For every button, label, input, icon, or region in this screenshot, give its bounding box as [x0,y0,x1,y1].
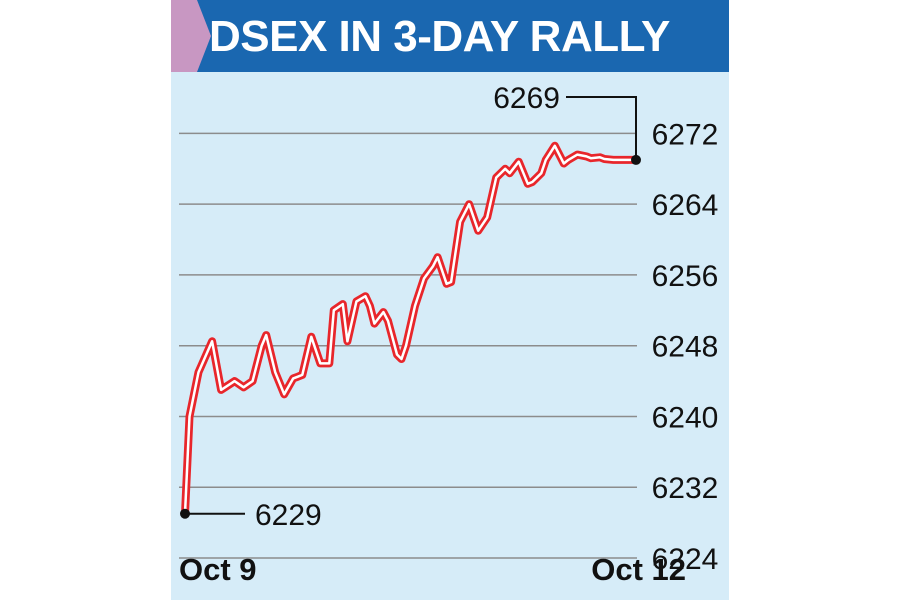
y-axis-ticks: 6272 6264 6256 6248 6240 6232 6224 [652,118,719,576]
callout-line-end [566,96,637,160]
series-layer [181,141,640,518]
y-tick-label-6224: 6224 [652,543,719,576]
gridlines [179,132,637,559]
y-tick-label-6272: 6272 [652,118,719,151]
tab-marker [171,0,197,72]
callout-label-start: 6229 [255,499,322,532]
start-point-marker [180,508,190,519]
x-label-start: Oct 9 [179,552,257,587]
callout-label-end: 6269 [493,82,560,115]
end-point-marker [631,154,641,165]
y-tick-label-6240: 6240 [652,401,719,434]
chart-title: DSEX IN 3-DAY RALLY [209,12,670,61]
chart-card: DSEX IN 3-DAY RALLY 6272 6264 6256 6248 6240… [171,0,729,600]
tab-arrow-icon [197,0,211,72]
line-chart: 6272 6264 6256 6248 6240 6232 6224 6229 6269 Oc… [179,82,719,587]
callouts: 6229 6269 [180,82,641,532]
series-line-highlight-0 [183,144,638,516]
x-label-end: Oct 12 [591,552,686,587]
y-tick-label-6248: 6248 [652,331,719,364]
y-tick-label-6264: 6264 [652,189,719,222]
y-tick-label-6256: 6256 [652,260,719,293]
header-bar: DSEX IN 3-DAY RALLY [171,0,729,72]
y-tick-label-6232: 6232 [652,472,719,505]
